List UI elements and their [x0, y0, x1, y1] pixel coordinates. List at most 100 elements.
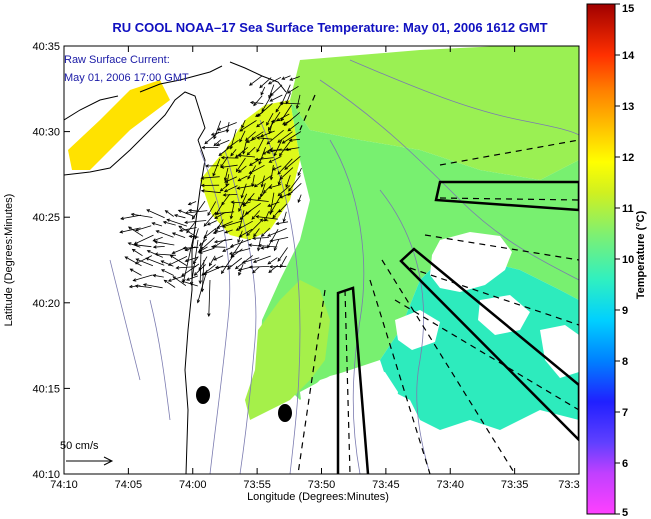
current-vector-head	[234, 265, 239, 270]
current-vector	[213, 120, 222, 139]
current-vector	[272, 210, 280, 219]
current-vector-head	[249, 100, 254, 105]
current-vector-head	[189, 281, 194, 286]
current-vector	[256, 137, 265, 152]
colorbar-tick-label: 5	[622, 507, 628, 519]
no-data-gaps	[180, 232, 579, 474]
no-data-gap	[430, 232, 512, 292]
current-vector	[199, 249, 202, 284]
current-vector-head	[160, 260, 165, 264]
no-data-gap	[285, 425, 579, 474]
current-vector-head	[214, 265, 219, 270]
current-vector	[224, 176, 238, 183]
colorbar: 5 6 7 8 9 10 11 12 13 14 15 Temperature (°C)	[586, 3, 647, 519]
y-tick-label: 40:20	[32, 298, 60, 310]
current-vector-head	[178, 228, 183, 232]
contour-line	[379, 189, 431, 474]
current-vector	[136, 258, 154, 267]
current-vector-head	[163, 279, 168, 283]
current-vector	[261, 246, 270, 249]
current-vector	[215, 219, 224, 233]
current-vector	[178, 209, 196, 218]
current-vector-head	[153, 240, 158, 244]
y-tick-label: 40:35	[32, 41, 60, 53]
current-vector-head	[151, 222, 156, 226]
current-vector	[201, 190, 221, 194]
y-axis-ticks: 40:35 40:30 40:25 40:20 40:15 40:10	[32, 41, 70, 481]
current-vector	[246, 138, 257, 143]
current-vector	[296, 94, 301, 109]
current-vector	[272, 165, 282, 171]
current-vector-head	[297, 172, 301, 177]
current-vector	[277, 247, 288, 262]
current-vector-head	[222, 248, 226, 252]
sst-patch-coastal-south	[245, 280, 330, 420]
sst-patch-central-shelf	[260, 100, 579, 400]
current-vector-head	[200, 189, 205, 193]
current-vector	[285, 175, 291, 188]
current-vector	[279, 255, 287, 268]
current-vector-head	[234, 154, 239, 158]
current-vector-head	[282, 121, 286, 125]
transect-line	[439, 197, 579, 201]
current-vector-head	[272, 214, 276, 219]
current-vector-head	[235, 168, 240, 173]
contour-line	[149, 299, 171, 421]
current-vector	[253, 255, 271, 263]
current-vector	[253, 95, 263, 106]
current-vector-head	[254, 157, 259, 162]
current-vector	[214, 211, 226, 219]
current-vector-head	[177, 209, 182, 213]
current-vector-head	[277, 181, 281, 186]
mooring-marker	[196, 386, 210, 404]
current-vector-head	[297, 199, 301, 204]
colorbar-tick-label: 8	[622, 356, 628, 368]
x-tick-label: 73:50	[308, 479, 336, 491]
current-vector-head	[223, 177, 228, 182]
current-vector-head	[253, 233, 257, 238]
current-vector-head	[132, 278, 137, 282]
current-vector	[287, 121, 300, 132]
current-vector	[166, 219, 188, 227]
x-axis-label: Longitude (Degrees:Minutes)	[247, 491, 389, 503]
current-vector	[297, 194, 302, 203]
current-vector	[203, 212, 217, 227]
current-vector-head	[269, 176, 274, 181]
current-vector	[249, 266, 270, 268]
contour-line	[109, 259, 141, 381]
current-vector-head	[134, 243, 138, 247]
study-box-diagonal	[399, 247, 579, 442]
current-vector-head	[223, 189, 228, 193]
current-vector-head	[279, 101, 284, 105]
sst-layer	[68, 46, 579, 430]
current-vector-head	[184, 258, 189, 263]
current-vector	[200, 230, 208, 250]
current-vector	[288, 175, 301, 192]
current-vector	[201, 176, 220, 179]
transect-lines	[297, 94, 579, 474]
current-vector	[297, 167, 302, 176]
current-vector	[256, 137, 273, 140]
current-vector	[134, 244, 152, 248]
colorbar-tick-label: 15	[622, 3, 634, 15]
current-vector	[273, 140, 283, 156]
current-vector	[269, 156, 282, 163]
current-vector-head	[171, 250, 176, 254]
current-vector-head	[169, 255, 174, 259]
x-tick-label: 74:00	[179, 479, 207, 491]
current-vector	[135, 285, 152, 288]
current-vector	[172, 232, 186, 238]
current-vector	[183, 229, 196, 282]
current-vector-head	[164, 210, 169, 214]
current-vector-head	[267, 203, 272, 207]
current-vector	[155, 253, 176, 256]
current-vector	[270, 237, 289, 242]
current-vector	[227, 257, 243, 270]
current-vector-head	[239, 138, 243, 143]
current-vector	[188, 209, 197, 212]
annotation-line-1: Raw Surface Current:	[64, 54, 170, 66]
current-vector	[221, 255, 234, 274]
current-vector-head	[224, 230, 229, 234]
current-vector-head	[284, 166, 289, 170]
current-vector-head	[199, 246, 204, 250]
